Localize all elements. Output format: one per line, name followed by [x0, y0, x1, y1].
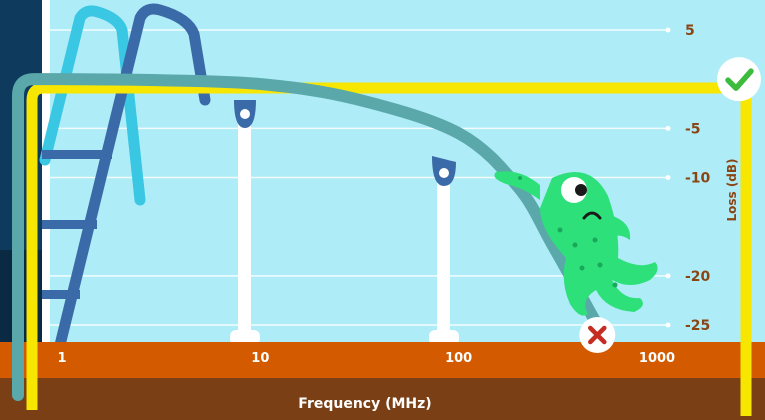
- y-tick-label-4: -25: [685, 318, 710, 334]
- plot-background: [0, 0, 765, 345]
- check-icon: [717, 57, 761, 101]
- gridline-dot-1: [666, 126, 671, 131]
- x-tick-label-2: 100: [445, 351, 472, 366]
- gridline-dot-0: [666, 28, 671, 33]
- x-axis-title: Frequency (MHz): [298, 396, 431, 412]
- gridline-dot-3: [666, 273, 671, 278]
- gridline-dot-4: [666, 323, 671, 328]
- y-axis-title: Loss (dB): [725, 158, 739, 221]
- check-icon-circle: [717, 57, 761, 101]
- x-tick-label-3: 1000: [639, 351, 675, 366]
- y-tick-label-0: 5: [685, 23, 695, 39]
- y-tick-label-1: -5: [685, 121, 701, 137]
- y-tick-label-3: -20: [685, 269, 711, 285]
- x-tick-label-0: 1: [57, 351, 66, 366]
- y-tick-label-2: -10: [685, 171, 711, 187]
- x-tick-label-1: 10: [251, 351, 269, 366]
- gridline-dot-2: [666, 175, 671, 180]
- cross-icon: [579, 317, 615, 353]
